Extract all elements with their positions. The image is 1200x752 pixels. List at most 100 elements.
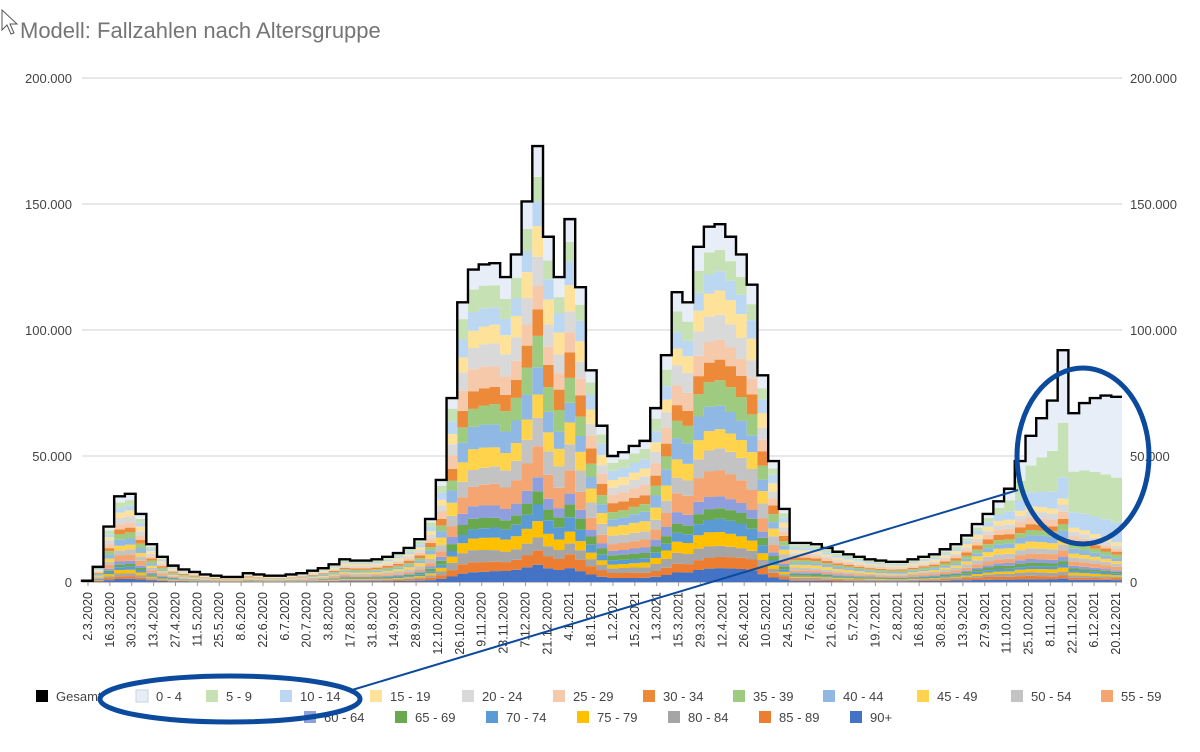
legend-swatch [917,690,929,702]
x-tick-label: 22.11.2021 [1065,592,1079,654]
x-tick-label: 13.4.2020 [147,592,161,648]
x-tick-label: 28.9.2020 [409,592,423,648]
legend-swatch [577,711,589,723]
x-tick-label: 25.10.2021 [1022,592,1036,655]
mouse-cursor-icon [1,8,19,35]
legend-swatch [206,690,218,702]
legend-label: 25 - 29 [573,689,613,704]
legend-label: 10 - 14 [300,689,340,704]
y-tick-label-left: 200.000 [25,71,72,86]
x-tick-label: 7.12.2020 [518,592,532,648]
legend-swatch [462,690,474,702]
y-tick-label-right: 200.000 [1130,71,1177,86]
x-tick-label: 8.11.2021 [1043,592,1057,647]
x-tick-label: 25.5.2020 [212,592,226,648]
x-tick-label: 10.5.2021 [759,592,773,648]
legend-label: 15 - 19 [390,689,430,704]
x-tick-label: 2.3.2020 [81,592,95,641]
y-tick-label-right: 100.000 [1130,323,1177,338]
legend-label: 45 - 49 [937,689,977,704]
legend-swatch [135,689,149,703]
y-tick-label-right: 0 [1130,575,1137,590]
x-tick-label: 18.1.2021 [584,592,598,648]
legend-swatch [395,711,407,723]
x-tick-label: 20.7.2020 [300,592,314,648]
x-tick-label: 6.7.2020 [278,592,292,641]
legend-label: 35 - 39 [753,689,793,704]
legend-label: 80 - 84 [688,710,728,725]
x-tick-label: 19.7.2021 [868,592,882,648]
legend-swatch [733,690,745,702]
x-tick-label: 27.9.2021 [978,592,992,648]
legend-label: 55 - 59 [1121,689,1161,704]
x-tick-label: 15.3.2021 [672,592,686,648]
x-tick-label: 26.4.2021 [737,592,751,648]
legend-label: 20 - 24 [482,689,522,704]
legend-swatch [823,690,835,702]
x-tick-label: 30.8.2021 [934,592,948,648]
legend-swatch [553,690,565,702]
x-tick-label: 26.10.2020 [453,592,467,655]
x-tick-label: 30.3.2020 [125,592,139,648]
legend-swatch [370,690,382,702]
legend-label: 85 - 89 [779,710,819,725]
x-tick-label: 16.8.2021 [912,592,926,648]
x-tick-label: 13.9.2021 [956,592,970,648]
legend-swatch [668,711,680,723]
annotation-ellipse-legend [97,673,363,725]
x-tick-label: 27.4.2020 [169,592,183,648]
y-tick-label-left: 100.000 [25,323,72,338]
legend-label: 0 - 4 [156,689,182,704]
legend-label: 90+ [870,710,892,725]
x-tick-label: 9.11.2020 [475,592,489,647]
x-tick-label: 6.12.2021 [1087,592,1101,648]
x-tick-label: 23.11.2020 [497,592,511,654]
annotation-connector-line [351,489,1019,691]
x-tick-label: 7.6.2021 [803,592,817,641]
x-tick-label: 16.3.2020 [103,592,117,648]
chart-title: Modell: Fallzahlen nach Altersgruppe [20,18,381,43]
x-tick-label: 5.7.2021 [847,592,861,641]
legend-label: 5 - 9 [226,689,252,704]
legend-swatch [850,711,862,723]
legend-swatch [759,711,771,723]
line-series-gesamt [80,144,1122,582]
x-tick-label: 20.12.2021 [1109,592,1123,655]
x-tick-label: 2.8.2021 [890,592,904,641]
legend-swatch [643,690,655,702]
legend-swatch [1101,690,1113,702]
x-tick-label: 21.12.2020 [540,592,554,655]
legend-swatch [486,711,498,723]
legend-label: Gesamt [56,689,102,704]
x-tick-label: 11.5.2020 [190,592,204,647]
x-tick-label: 22.6.2020 [256,592,270,648]
x-tick-label: 4.1.2021 [562,592,576,641]
x-tick-label: 8.6.2020 [234,592,248,641]
legend-label: 75 - 79 [597,710,637,725]
y-tick-label-left: 150.000 [25,197,72,212]
legend-label: 65 - 69 [415,710,455,725]
x-tick-label: 1.2.2021 [606,592,620,641]
area-series-85-89 [82,550,1122,582]
legend-swatch [1011,690,1023,702]
area-series-90plus [82,564,1122,582]
x-tick-label: 14.9.2020 [387,592,401,648]
legend-swatch [36,690,48,702]
annotation-ellipse-chart [1014,365,1152,547]
x-tick-label: 12.10.2020 [431,592,445,655]
legend-label: 70 - 74 [506,710,546,725]
y-tick-label-right: 150.000 [1130,197,1177,212]
y-tick-label-left: 0 [65,575,72,590]
x-tick-label: 31.8.2020 [365,592,379,648]
legend-label: 30 - 34 [663,689,703,704]
x-tick-label: 1.3.2021 [650,592,664,641]
x-tick-label: 3.8.2020 [322,592,336,641]
legend-label: 50 - 54 [1031,689,1071,704]
x-tick-label: 21.6.2021 [825,592,839,648]
x-tick-label: 15.2.2021 [628,592,642,648]
legend-swatch [280,690,292,702]
x-tick-label: 29.3.2021 [693,592,707,648]
x-tick-label: 17.8.2020 [344,592,358,648]
x-tick-label: 24.5.2021 [781,592,795,648]
